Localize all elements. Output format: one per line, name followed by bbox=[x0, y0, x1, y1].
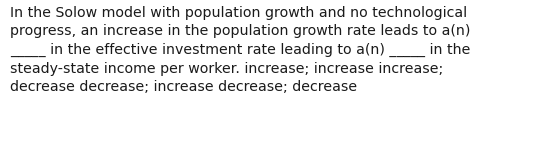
Text: In the Solow model with population growth and no technological
progress, an incr: In the Solow model with population growt… bbox=[10, 6, 470, 94]
